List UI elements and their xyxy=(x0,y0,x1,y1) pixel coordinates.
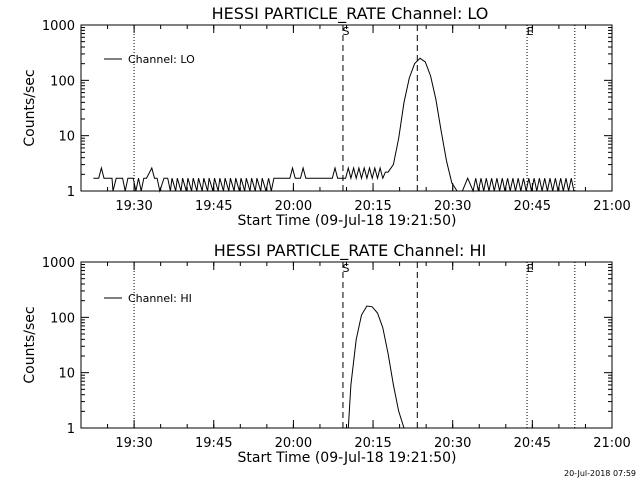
panel-lo-x-tick-label-2045: 20:45 xyxy=(514,199,551,214)
panel-hi-x-tick-label-2015: 20:15 xyxy=(354,436,391,451)
panel-hi-x-tick-label-2030: 20:30 xyxy=(434,436,471,451)
panel-hi-y-tick-label-1: 1 xyxy=(67,422,75,437)
panel-hi-y-tick-label-10: 10 xyxy=(58,367,75,382)
panel-lo-y-axis-title: Counts/sec xyxy=(22,69,38,146)
panel-hi-y-ticks xyxy=(81,261,612,429)
panel-lo-x-tick-label-2015: 20:15 xyxy=(354,199,391,214)
panel-hi-series-line xyxy=(347,305,405,429)
panel-lo-y-ticks xyxy=(81,24,612,192)
panel-hi-start-marker-label: S xyxy=(342,262,349,275)
panel-lo-start-marker-label: S xyxy=(342,25,349,38)
panel-lo: HESSI PARTICLE_RATE Channel: LO S E 1 10… xyxy=(22,4,631,229)
panel-lo-legend-label: Channel: LO xyxy=(128,53,195,66)
panel-hi-title: HESSI PARTICLE_RATE Channel: HI xyxy=(214,241,487,261)
panel-hi-x-tick-label-1945: 19:45 xyxy=(195,436,232,451)
panel-hi-x-tick-label-1930: 19:30 xyxy=(115,436,152,451)
panel-lo-x-tick-label-1930: 19:30 xyxy=(115,199,152,214)
footer-timestamp: 20-Jul-2018 07:59 xyxy=(564,469,636,478)
panel-lo-title: HESSI PARTICLE_RATE Channel: LO xyxy=(212,4,489,24)
panel-lo-plot-frame xyxy=(80,24,613,192)
panel-hi-x-axis-title: Start Time (09-Jul-18 19:21:50) xyxy=(237,450,456,466)
panel-lo-y-tick-label-100: 100 xyxy=(50,74,75,89)
panel-hi-y-tick-label-1000: 1000 xyxy=(42,256,75,271)
panel-lo-y-tick-label-1000: 1000 xyxy=(42,19,75,34)
panel-lo-x-tick-label-2000: 20:00 xyxy=(275,199,312,214)
panel-lo-y-tick-label-10: 10 xyxy=(58,130,75,145)
panel-lo-x-tick-label-2100: 21:00 xyxy=(593,199,630,214)
panel-lo-x-tick-label-2030: 20:30 xyxy=(434,199,471,214)
panel-lo-x-ticks xyxy=(107,25,613,191)
panel-hi-x-tick-label-2045: 20:45 xyxy=(514,436,551,451)
panel-lo-x-axis-title: Start Time (09-Jul-18 19:21:50) xyxy=(237,213,456,229)
panel-hi-legend-label: Channel: HI xyxy=(128,292,192,305)
panel-hi-marker-lines xyxy=(133,262,576,428)
panel-hi-end-marker-label: E xyxy=(527,262,534,275)
panel-lo-y-tick-label-1: 1 xyxy=(67,185,75,200)
panel-hi-plot-frame xyxy=(80,261,613,429)
panel-hi-x-tick-label-2000: 20:00 xyxy=(275,436,312,451)
panel-hi-x-ticks xyxy=(107,262,613,428)
panel-hi-x-tick-label-2100: 21:00 xyxy=(593,436,630,451)
panel-lo-marker-lines xyxy=(133,25,576,191)
panel-lo-end-marker-label: E xyxy=(527,25,534,38)
panel-hi-y-axis-title: Counts/sec xyxy=(22,306,38,383)
panel-hi-y-tick-label-100: 100 xyxy=(50,311,75,326)
panel-lo-x-tick-label-1945: 19:45 xyxy=(195,199,232,214)
panel-lo-series-line xyxy=(93,57,575,193)
panel-hi: HESSI PARTICLE_RATE Channel: HI S E 1 10… xyxy=(22,241,631,466)
